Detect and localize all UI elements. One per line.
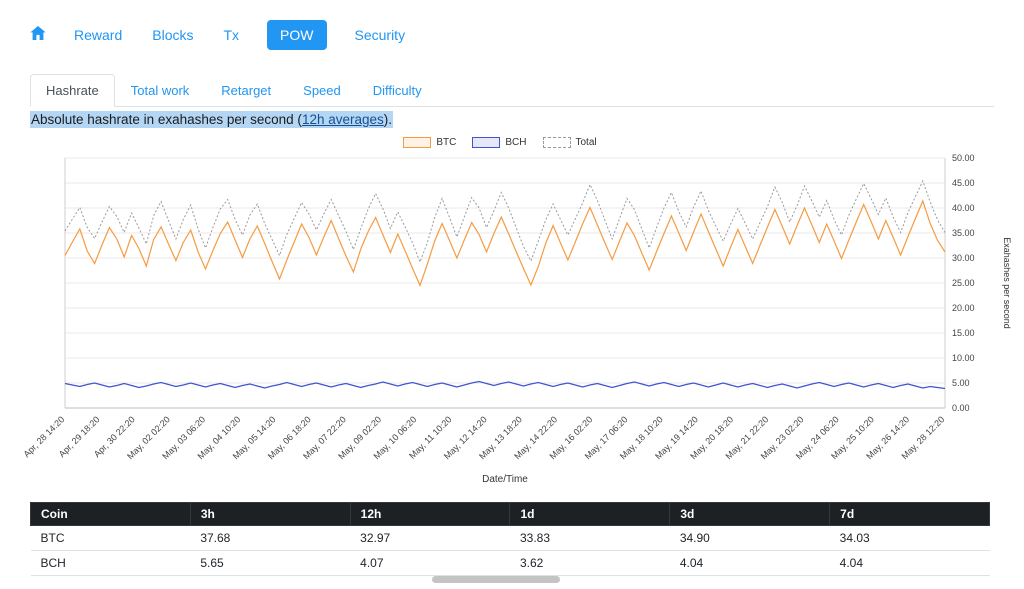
cell-btc-3d: 34.90 <box>669 525 830 551</box>
column-header-coin: Coin <box>30 502 191 526</box>
cell-btc-12h: 32.97 <box>350 525 510 551</box>
top-nav: Reward Blocks Tx POW Security <box>30 20 994 50</box>
column-header-12h: 12h <box>349 502 511 526</box>
home-icon <box>30 25 46 45</box>
btc-line <box>64 199 946 288</box>
description-text-end: ). <box>383 112 392 127</box>
horizontal-scrollbar-thumb[interactable] <box>432 576 560 583</box>
y-tick-label: 25.00 <box>952 278 975 288</box>
legend-swatch-total <box>542 137 571 148</box>
legend-label-bch: BCH <box>505 137 527 148</box>
legend-label-btc: BTC <box>436 137 457 148</box>
cell-bch-12h: 4.07 <box>350 550 510 576</box>
cell-bch-3d: 4.04 <box>669 550 830 576</box>
column-header-1d: 1d <box>509 502 671 526</box>
y-axis-title: Exahashes per second <box>1002 237 1012 329</box>
legend-item-bch[interactable]: BCH <box>472 137 527 148</box>
y-tick-label: 5.00 <box>952 378 970 388</box>
cell-bch-1d: 3.62 <box>509 550 670 576</box>
legend-item-btc[interactable]: BTC <box>403 137 456 148</box>
column-header-3h: 3h <box>189 502 351 526</box>
column-header-7d: 7d <box>829 502 990 526</box>
table-row-bch: BCH 5.65 4.07 3.62 4.04 4.04 <box>30 550 990 576</box>
nav-item-pow[interactable]: POW <box>267 20 327 50</box>
tab-bar: Hashrate Total work Retarget Speed Difficult… <box>30 74 994 107</box>
y-tick-label: 35.00 <box>952 228 975 238</box>
y-tick-label: 30.00 <box>952 253 975 263</box>
tab-total-work[interactable]: Total work <box>130 83 190 98</box>
nav-item-home[interactable] <box>30 25 46 45</box>
y-tick-label: 0.00 <box>952 403 970 413</box>
legend-swatch-bch <box>472 137 501 148</box>
legend-item-total[interactable]: Total <box>542 137 597 148</box>
nav-item-reward[interactable]: Reward <box>74 27 123 43</box>
y-tick-label: 50.00 <box>952 153 975 163</box>
table-body: BTC 37.68 32.97 33.83 34.90 34.03 BCH 5.65 4.07 3… <box>30 525 990 576</box>
cell-btc-7d: 34.03 <box>829 525 990 551</box>
tab-hashrate[interactable]: Hashrate <box>30 74 115 107</box>
chart-description: Absolute hashrate in exahashes per secon… <box>30 111 393 128</box>
cell-bch-7d: 4.04 <box>829 550 990 576</box>
tab-difficulty[interactable]: Difficulty <box>372 83 422 98</box>
table-header-row: Coin 3h 12h 1d 3d 7d <box>30 502 990 526</box>
cell-coin: BTC <box>30 525 191 551</box>
y-tick-label: 15.00 <box>952 328 975 338</box>
description-text: Absolute hashrate in exahashes per secon… <box>31 112 302 127</box>
legend-label-total: Total <box>575 137 597 148</box>
chart-legend: BTC BCH Total <box>0 137 1000 148</box>
cell-coin: BCH <box>30 550 191 576</box>
nav-item-tx[interactable]: Tx <box>223 27 240 43</box>
cell-btc-1d: 33.83 <box>509 525 670 551</box>
cell-btc-3h: 37.68 <box>190 525 351 551</box>
nav-item-blocks[interactable]: Blocks <box>152 27 194 43</box>
hashrate-stats-table: Coin 3h 12h 1d 3d 7d BTC 37.68 32.97 33.83 34.90 3… <box>30 502 990 576</box>
x-axis-title: Date/Time <box>482 474 528 485</box>
legend-swatch-btc <box>403 137 432 148</box>
y-tick-label: 45.00 <box>952 178 975 188</box>
12h-averages-link[interactable]: 12h averages <box>301 112 384 127</box>
tab-retarget[interactable]: Retarget <box>221 83 272 98</box>
total-line <box>64 179 946 264</box>
nav-items: Reward Blocks Tx POW Security <box>72 20 407 50</box>
tab-speed[interactable]: Speed <box>303 83 341 98</box>
table-row-btc: BTC 37.68 32.97 33.83 34.90 34.03 <box>30 525 990 551</box>
y-tick-label: 40.00 <box>952 203 975 213</box>
cell-bch-3h: 5.65 <box>190 550 351 576</box>
column-header-3d: 3d <box>669 502 831 526</box>
bch-line <box>64 380 946 390</box>
y-tick-label: 20.00 <box>952 303 975 313</box>
hashrate-chart: 0.00 5.00 10.00 15.00 20.00 25.00 30.00 35.00 40… <box>12 150 1012 488</box>
nav-item-security[interactable]: Security <box>354 27 406 43</box>
y-tick-label: 10.00 <box>952 353 975 363</box>
hashrate-chart-svg: 0.00 5.00 10.00 15.00 20.00 25.00 30.00 35.00 40… <box>21 153 1012 485</box>
